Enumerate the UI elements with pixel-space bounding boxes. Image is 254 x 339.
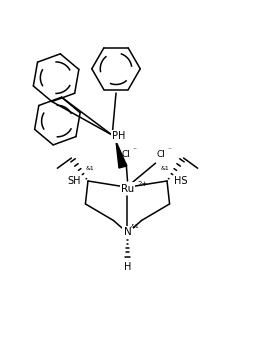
Text: 2+: 2+ (137, 181, 147, 187)
Text: Ru: Ru (120, 184, 134, 194)
Text: ⁻: ⁻ (166, 146, 170, 155)
Text: PH: PH (112, 131, 125, 141)
Text: HS: HS (174, 176, 187, 186)
Text: ⁻: ⁻ (132, 146, 136, 155)
Polygon shape (116, 141, 126, 168)
Text: &1: &1 (85, 166, 94, 171)
Text: H: H (123, 262, 131, 272)
Text: Cl: Cl (156, 150, 164, 159)
Text: Cl: Cl (121, 150, 130, 159)
Text: &1: &1 (160, 166, 169, 171)
Text: N: N (123, 227, 131, 237)
Text: SH: SH (67, 176, 80, 186)
Text: &1: &1 (130, 224, 138, 229)
